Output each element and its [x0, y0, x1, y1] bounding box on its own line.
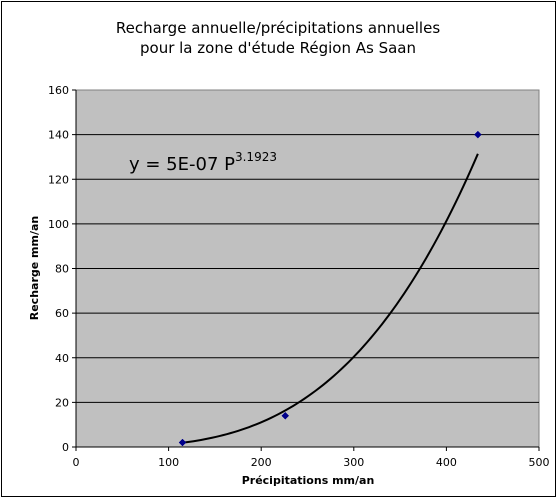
x-tick-label-3: 300	[343, 456, 364, 469]
y-tick-label-3: 60	[55, 307, 69, 320]
y-tick-label-8: 160	[48, 84, 69, 97]
trendline-layer	[182, 153, 479, 444]
trendline	[182, 153, 479, 444]
y-tick-label-1: 20	[55, 396, 69, 409]
y-axis-label: Recharge mm/an	[28, 216, 41, 321]
trendline-equation: y = 5E-07 P3.1923	[129, 150, 277, 175]
equation-exponent: 3.1923	[235, 150, 277, 164]
y-tick-label-0: 0	[62, 441, 69, 454]
y-tick-label-7: 140	[48, 129, 69, 142]
chart-title-line1: Recharge annuelle/précipitations annuell…	[116, 19, 440, 37]
grid-lines	[76, 134, 539, 403]
tick-labels: 0 20 40 60 80 100 120 140 160 0 100 200 300 400 500	[48, 84, 550, 469]
x-tick-label-5: 500	[529, 456, 550, 469]
data-point-2	[474, 130, 482, 139]
y-tick-label-4: 80	[55, 263, 69, 276]
data-points	[178, 130, 482, 447]
chart-title-line2: pour la zone d'étude Région As Saan	[140, 39, 416, 57]
equation-prefix: y = 5E-07 P	[129, 154, 235, 175]
x-tick-label-0: 0	[73, 456, 80, 469]
y-tick-label-2: 40	[55, 352, 69, 365]
x-tick-label-1: 100	[158, 456, 179, 469]
y-tick-label-6: 120	[48, 173, 69, 186]
x-axis-label: Précipitations mm/an	[242, 474, 375, 487]
data-point-1	[281, 411, 290, 420]
data-point-0	[178, 438, 187, 447]
y-tick-label-5: 100	[48, 218, 69, 231]
x-tick-label-2: 200	[251, 456, 272, 469]
x-tick-label-4: 400	[436, 456, 457, 469]
